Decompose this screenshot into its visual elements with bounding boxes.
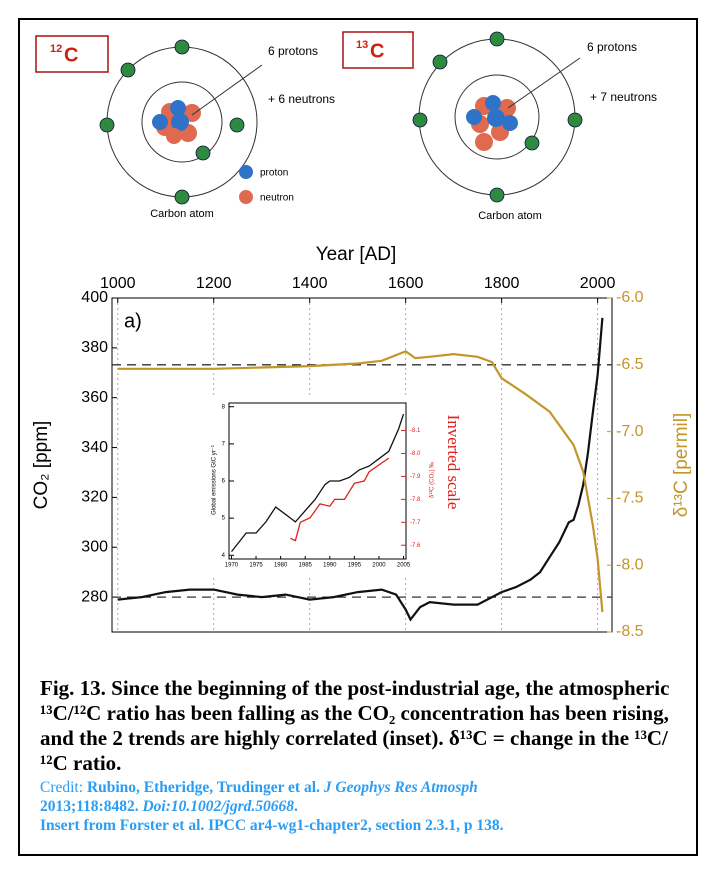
y-tick-label: 280 <box>81 588 108 605</box>
x-tick-label: 2000 <box>580 275 616 292</box>
credit-insert: Insert from Forster et al. IPCC ar4-wg1-… <box>40 817 504 834</box>
x-tick-label: 1200 <box>196 275 232 292</box>
y-tick-label: 5 <box>222 516 226 522</box>
orbit <box>141 81 223 163</box>
caption-text: Fig. 13. Since the beginning of the post… <box>40 676 680 776</box>
credit-authors: Rubino, Etheridge, Trudinger et al. <box>86 779 320 796</box>
y2-tick-label: -8.0 <box>616 556 644 573</box>
y2-tick-label: -8.5 <box>616 623 644 640</box>
x-tick-label: 1975 <box>249 563 263 569</box>
y-axis-title: CO₂ [ppm] <box>31 421 52 510</box>
y-tick-label: 7 <box>222 441 226 447</box>
x-axis-title: Year [AD] <box>316 244 397 265</box>
element-symbol: C <box>370 40 384 62</box>
electrons <box>99 39 245 205</box>
credit-label: Credit: <box>40 779 84 796</box>
y2-tick-label: -7.0 <box>616 423 644 440</box>
atom-13c: 13 C 6 protons + 7 neutrons Carbon atom <box>342 31 657 222</box>
atom-label: Carbon atom <box>150 208 214 220</box>
main-plot: 1000 1200 1400 1600 1800 2000 280 300 320 340 360 3… <box>81 275 643 640</box>
caption-body: Since the beginning of the post-industri… <box>40 676 670 775</box>
x-tick-label: 1995 <box>348 563 362 569</box>
plot-frame <box>111 297 613 633</box>
isotope-box <box>342 31 414 69</box>
y2-tick-label: -7.8 <box>410 497 421 503</box>
inset-y2-title: δ¹³C (CO₂) ‰ <box>430 462 436 498</box>
x-tick-label: 2000 <box>372 563 386 569</box>
orbit <box>454 74 540 160</box>
x-tick-label: 1000 <box>100 275 136 292</box>
y-tick-label: 300 <box>81 538 108 555</box>
pointer <box>507 57 581 109</box>
inset-y-title: Global emissions GtC yr⁻¹ <box>212 445 218 515</box>
y2-tick-label: -7.9 <box>410 474 421 480</box>
x-tick-label: 1970 <box>225 563 239 569</box>
neutrons-text: + 6 neutrons <box>268 92 335 106</box>
y-tick-label: 340 <box>81 439 108 456</box>
inset-annotation: Inverted scale <box>444 415 463 510</box>
y2-tick-label: -8.0 <box>410 451 421 457</box>
x-tick-label: 1800 <box>484 275 520 292</box>
atom-label: Carbon atom <box>478 210 542 222</box>
caption: Fig. 13. Since the beginning of the post… <box>40 676 680 835</box>
element-symbol: C <box>64 44 78 66</box>
mass-number: 12 <box>50 43 62 55</box>
atom-12c: 12 C 6 protons + 6 neutrons proton neutr… <box>35 35 335 220</box>
x-tick-label: 2005 <box>397 563 411 569</box>
y-tick-label: 6 <box>222 479 226 485</box>
data-line <box>290 457 390 542</box>
inset-plot: Global emissions GtC yr⁻¹ δ¹³C (CO₂) ‰ I… <box>205 395 465 575</box>
y-tick-label: 360 <box>81 389 108 406</box>
y2-tick-label: -7.5 <box>616 490 644 507</box>
figure-frame <box>18 18 698 856</box>
credit: Credit: Rubino, Etheridge, Trudinger et … <box>40 778 680 835</box>
y2-tick-label: -7.6 <box>410 543 421 549</box>
pointer <box>191 64 263 116</box>
legend-text: neutron <box>260 193 294 204</box>
data-line <box>230 413 405 553</box>
x-tick-label: 1990 <box>323 563 337 569</box>
figure: 12 C 6 protons + 6 neutrons proton neutr… <box>31 31 692 640</box>
proton-icon <box>239 165 253 179</box>
protons-text: 6 protons <box>587 40 637 54</box>
x-tick-label: 1400 <box>292 275 328 292</box>
credit-citation: 2013;118:8482. <box>40 798 139 815</box>
protons-text: 6 protons <box>268 44 318 58</box>
x-tick-label: 1980 <box>274 563 288 569</box>
y2-tick-label: -6.0 <box>616 289 644 306</box>
electrons <box>412 31 583 203</box>
y-tick-label: 320 <box>81 489 108 506</box>
y2-tick-label: -7.7 <box>410 520 421 526</box>
y-tick-label: 4 <box>222 553 226 559</box>
neutron-icon <box>239 190 253 204</box>
neutrons-text: + 7 neutrons <box>590 90 657 104</box>
y2-tick-label: -6.5 <box>616 356 644 373</box>
data-line <box>117 317 604 622</box>
credit-doi-suffix: . <box>294 798 298 815</box>
y2-tick-label: -8.1 <box>410 428 421 434</box>
mass-number: 13 <box>356 39 368 51</box>
credit-doi: Doi:10.1002/jgrd.50668 <box>142 798 295 815</box>
y-tick-label: 400 <box>81 289 108 306</box>
y-tick-label: 380 <box>81 339 108 356</box>
panel-label: a) <box>124 310 142 332</box>
figure-label: Fig. 13. <box>40 676 106 700</box>
credit-journal: J Geophys Res Atmosph <box>323 779 478 796</box>
y-tick-label: 8 <box>222 404 226 410</box>
inset-background <box>205 395 465 575</box>
data-line <box>117 350 604 613</box>
legend-text: proton <box>260 168 288 179</box>
nucleus <box>466 95 518 151</box>
nucleus <box>152 100 201 144</box>
isotope-box <box>35 35 109 73</box>
x-tick-label: 1600 <box>388 275 424 292</box>
y2-axis-title: δ¹³C [permil] <box>671 413 692 518</box>
x-tick-label: 1985 <box>299 563 313 569</box>
